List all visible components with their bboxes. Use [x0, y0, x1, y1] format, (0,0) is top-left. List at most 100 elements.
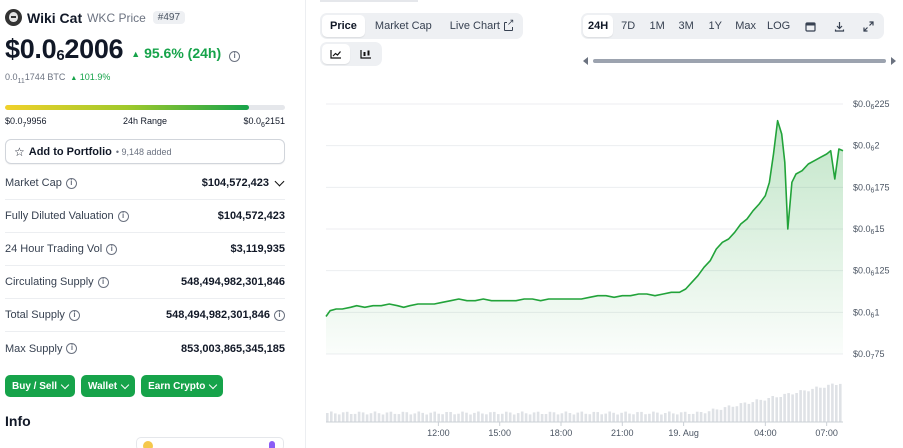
volume-bar	[532, 412, 536, 422]
time-range-toggle: 24H 7D 1M 3M 1Y Max LOG	[581, 13, 885, 39]
volume-bar	[497, 414, 500, 422]
range-3m-button[interactable]: 3M	[678, 20, 694, 32]
range-log-button[interactable]: LOG	[766, 20, 791, 32]
volume-bar	[330, 411, 333, 422]
info-icon[interactable]: i	[274, 309, 285, 321]
y-tick-label: $0.061	[853, 307, 879, 319]
volume-bar	[453, 414, 456, 422]
volume-bar	[429, 412, 432, 422]
volume-bar	[731, 406, 735, 422]
chart-type-toggle	[320, 42, 382, 66]
info-icon[interactable]: i	[68, 309, 80, 321]
add-to-portfolio-label: Add to Portfolio	[28, 145, 112, 158]
volume-bar	[341, 412, 345, 422]
volume-bar	[512, 414, 516, 422]
info-icon[interactable]: i	[106, 243, 118, 255]
volume-bar	[787, 393, 790, 422]
volume-bar	[425, 414, 428, 422]
volume-bar	[747, 403, 751, 422]
volume-bar	[564, 411, 568, 422]
volume-bar	[528, 414, 532, 422]
info-icon[interactable]: i	[117, 210, 129, 222]
volume-bar	[656, 412, 659, 422]
calendar-button[interactable]	[796, 15, 824, 37]
stat-row-fdv: Fully Diluted Valuation i $104,572,423	[5, 200, 285, 233]
btc-change: ▲ 101.9%	[70, 72, 111, 82]
range-24h-button[interactable]: 24H	[583, 15, 614, 37]
portfolio-added-count: • 9,148 added	[115, 146, 172, 157]
volume-bar	[397, 414, 401, 422]
fullscreen-button[interactable]	[854, 15, 882, 37]
volume-bar	[620, 412, 623, 422]
info-icon[interactable]: i	[229, 51, 241, 62]
info-icon[interactable]: i	[97, 276, 109, 288]
y-tick-label: $0.0615	[853, 224, 884, 236]
range-24h-fill	[5, 105, 249, 110]
info-icon[interactable]: i	[66, 343, 78, 354]
y-tick-label: $0.06225	[853, 99, 889, 111]
volume-bar	[361, 412, 365, 422]
market-cap-dropdown[interactable]: $104,572,423	[201, 176, 285, 189]
earn-crypto-button[interactable]: Earn Crypto	[141, 375, 224, 397]
volume-bar	[461, 411, 464, 422]
range-1y-button[interactable]: 1Y	[708, 20, 722, 32]
volume-bar	[469, 414, 472, 422]
line-chart-button[interactable]	[322, 44, 350, 64]
info-icon[interactable]: i	[65, 177, 77, 189]
range-high: $0.062151	[243, 116, 285, 129]
volume-bar	[632, 414, 635, 422]
range-7d-button[interactable]: 7D	[621, 20, 636, 32]
tab-price[interactable]: Price	[322, 15, 365, 37]
x-tick-label: 21:00	[611, 428, 634, 438]
volume-bar	[795, 393, 798, 422]
stat-value: 548,494,982,301,846	[181, 276, 285, 288]
volume-bar	[739, 403, 743, 422]
volume-bar	[353, 413, 357, 422]
download-button[interactable]	[825, 15, 853, 37]
volume-bar	[405, 412, 409, 422]
volume-bar	[771, 396, 774, 422]
volume-bar	[604, 413, 607, 422]
price-chart[interactable]: $0.06225 $0.062 $0.06175 $0.0615 $0.06125 $0.…	[320, 92, 903, 444]
volume-bar	[679, 412, 683, 422]
scroll-left-icon[interactable]	[583, 57, 588, 65]
tab-live-chart[interactable]: Live Chart	[442, 15, 521, 37]
volume-bar	[421, 412, 424, 422]
stat-value: $104,572,423	[201, 177, 269, 189]
chart-scrollbar[interactable]	[583, 57, 896, 65]
range-max-button[interactable]: Max	[735, 20, 756, 32]
stat-value: $104,572,423	[217, 210, 285, 222]
buy-sell-button[interactable]: Buy / Sell	[5, 375, 76, 397]
volume-bar	[652, 411, 655, 422]
volume-bar	[699, 412, 703, 422]
volume-bar	[580, 411, 584, 422]
scroll-thumb[interactable]	[593, 59, 886, 63]
volume-bar	[616, 414, 619, 422]
volume-bar	[365, 414, 369, 422]
volume-bar	[691, 413, 695, 422]
volume-bar	[548, 411, 552, 422]
volume-bar	[437, 413, 440, 422]
volume-bar	[560, 413, 564, 422]
candlestick-chart-button[interactable]	[352, 44, 380, 64]
add-to-portfolio-button[interactable]: ☆ Add to Portfolio • 9,148 added	[5, 139, 285, 164]
volume-bar	[369, 413, 373, 422]
stat-row-total-supply: Total Supply i 548,494,982,301,846 i	[5, 299, 285, 332]
volume-bar	[493, 411, 496, 422]
volume-bar	[775, 397, 778, 422]
volume-bar	[811, 388, 814, 422]
scroll-right-icon[interactable]	[891, 57, 896, 65]
price-change-24h: ▲ 95.6% (24h)	[131, 45, 222, 61]
volume-bar	[727, 405, 731, 422]
range-1m-button[interactable]: 1M	[649, 20, 665, 32]
volume-bar	[334, 413, 337, 422]
y-tick-label: $0.06175	[853, 182, 889, 194]
volume-bar	[735, 406, 739, 422]
tab-market-cap[interactable]: Market Cap	[374, 20, 432, 32]
y-tick-label: $0.0775	[853, 349, 884, 361]
volume-bar	[767, 398, 770, 422]
wallet-button[interactable]: Wallet	[81, 375, 136, 397]
price-line	[325, 119, 844, 317]
range-24h-bar	[5, 105, 285, 110]
volume-bar	[687, 414, 691, 422]
